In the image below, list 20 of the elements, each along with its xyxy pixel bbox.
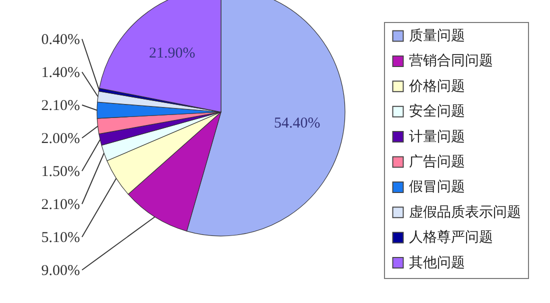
- data-label: 54.40%: [274, 116, 320, 132]
- legend-label: 质量问题: [409, 28, 465, 44]
- legend-label: 价格问题: [408, 78, 465, 94]
- legend-label: 计量问题: [409, 128, 465, 145]
- legend-label: 人格尊严问题: [409, 230, 493, 246]
- data-label: 5.10%: [41, 230, 80, 246]
- data-label: 2.00%: [41, 131, 80, 147]
- data-label: 1.50%: [41, 164, 80, 180]
- data-label: 2.10%: [41, 98, 80, 114]
- legend-label: 广告问题: [409, 154, 465, 170]
- legend-label: 假冒问题: [409, 179, 465, 196]
- data-label: 0.40%: [41, 32, 80, 48]
- data-label: 9.00%: [41, 263, 80, 279]
- legend-label: 虚假品质表示问题: [409, 204, 521, 220]
- data-label: 2.10%: [41, 197, 80, 213]
- legend-label: 其他问题: [409, 254, 465, 271]
- data-label: 1.40%: [41, 65, 80, 81]
- legend-label: 营销合同问题: [409, 53, 493, 70]
- legend-label: 安全问题: [409, 104, 465, 120]
- data-label: 21.90%: [149, 46, 196, 62]
